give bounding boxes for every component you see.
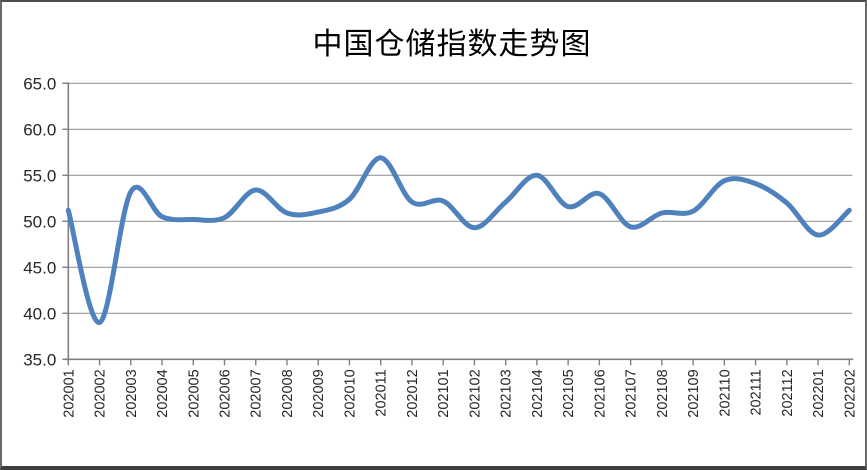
x-tick-label: 202102 — [467, 369, 483, 417]
x-tick-label: 202109 — [686, 369, 702, 417]
x-tick-label: 202107 — [624, 369, 640, 417]
y-tick-label: 45.0 — [23, 258, 56, 277]
x-tick-label: 202008 — [280, 369, 296, 417]
x-tick-label: 202009 — [311, 369, 327, 417]
x-tick-label: 202007 — [249, 369, 265, 417]
y-tick-label: 35.0 — [23, 350, 56, 369]
chart-title: 中国仓储指数走势图 — [313, 28, 592, 61]
x-tick-label: 202005 — [186, 369, 202, 417]
x-axis-labels: 202001 202002 202003 202004 202005 202006 2020… — [61, 369, 858, 417]
x-tick-label: 202012 — [405, 369, 421, 417]
x-tick-label: 202003 — [124, 369, 140, 417]
x-tick-label: 202105 — [561, 369, 577, 417]
x-tick-label: 202111 — [749, 369, 765, 415]
x-tick-label: 202001 — [61, 369, 77, 417]
x-tick-label: 202202 — [842, 369, 858, 417]
x-tick-label: 202002 — [93, 369, 109, 417]
x-tick-label: 202103 — [499, 369, 515, 417]
x-tick-label: 202010 — [342, 369, 358, 417]
x-tick-label: 202112 — [780, 369, 796, 416]
y-tick-label: 55.0 — [23, 166, 56, 185]
x-tick-label: 202101 — [436, 369, 452, 417]
x-tick-label: 202106 — [592, 369, 608, 417]
gridlines — [68, 82, 853, 314]
x-tick-label: 202006 — [218, 369, 234, 417]
x-tick-label: 202011 — [374, 369, 390, 416]
axes — [62, 82, 854, 366]
index-line-series — [65, 155, 852, 326]
x-tick-label: 202104 — [530, 369, 546, 417]
y-tick-label: 50.0 — [23, 212, 56, 231]
y-tick-label: 40.0 — [23, 304, 56, 323]
x-tick-label: 202004 — [155, 369, 171, 417]
y-tick-label: 60.0 — [23, 120, 56, 139]
y-tick-label: 65.0 — [23, 74, 56, 93]
x-tick-label: 202108 — [655, 369, 671, 417]
x-tick-label: 202201 — [811, 369, 827, 417]
x-tick-label: 202110 — [717, 369, 733, 416]
y-axis-labels: 65.0 60.0 55.0 50.0 45.0 40.0 35.0 — [23, 74, 56, 369]
